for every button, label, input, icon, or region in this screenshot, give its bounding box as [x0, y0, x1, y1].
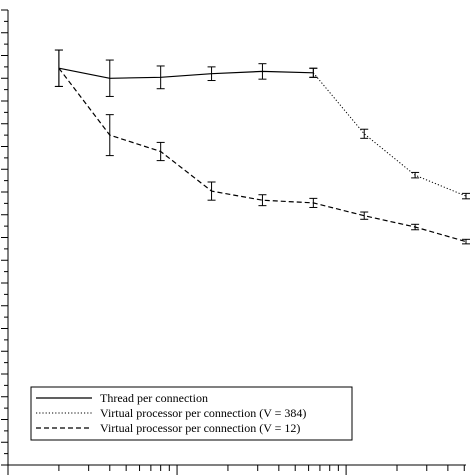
- series-line-2: [58, 67, 467, 243]
- error-bar-1-0: [309, 67, 318, 78]
- error-bar-1-1: [360, 128, 369, 139]
- error-bar-2-1: [105, 114, 114, 157]
- error-bar-0-1: [105, 59, 114, 97]
- series-line-1: [312, 72, 467, 197]
- series-line-0: [58, 67, 314, 79]
- error-bar-2-7: [411, 223, 420, 231]
- error-bar-2-2: [156, 141, 165, 162]
- chart-axes: [1, 9, 466, 475]
- error-bar-0-4: [258, 63, 267, 80]
- error-bar-0-3: [207, 66, 216, 82]
- legend-label-thread: Thread per connection: [100, 391, 208, 405]
- error-bar-2-8: [462, 238, 470, 245]
- legend-label-vp-384: Virtual processor per connection (V = 38…: [100, 406, 306, 420]
- error-bar-2-4: [258, 194, 267, 207]
- error-bar-2-6: [360, 211, 369, 220]
- error-bar-0-2: [156, 65, 165, 90]
- error-bar-1-3: [462, 192, 470, 200]
- error-bar-2-5: [309, 197, 318, 208]
- error-bar-1-2: [411, 171, 420, 179]
- chart-legend: Thread per connection Virtual processor …: [30, 386, 353, 441]
- error-bar-2-3: [207, 181, 216, 201]
- legend-label-vp-12: Virtual processor per connection (V = 12…: [100, 421, 300, 435]
- error-bar-2-0: [54, 49, 63, 87]
- chart-series: [54, 49, 470, 245]
